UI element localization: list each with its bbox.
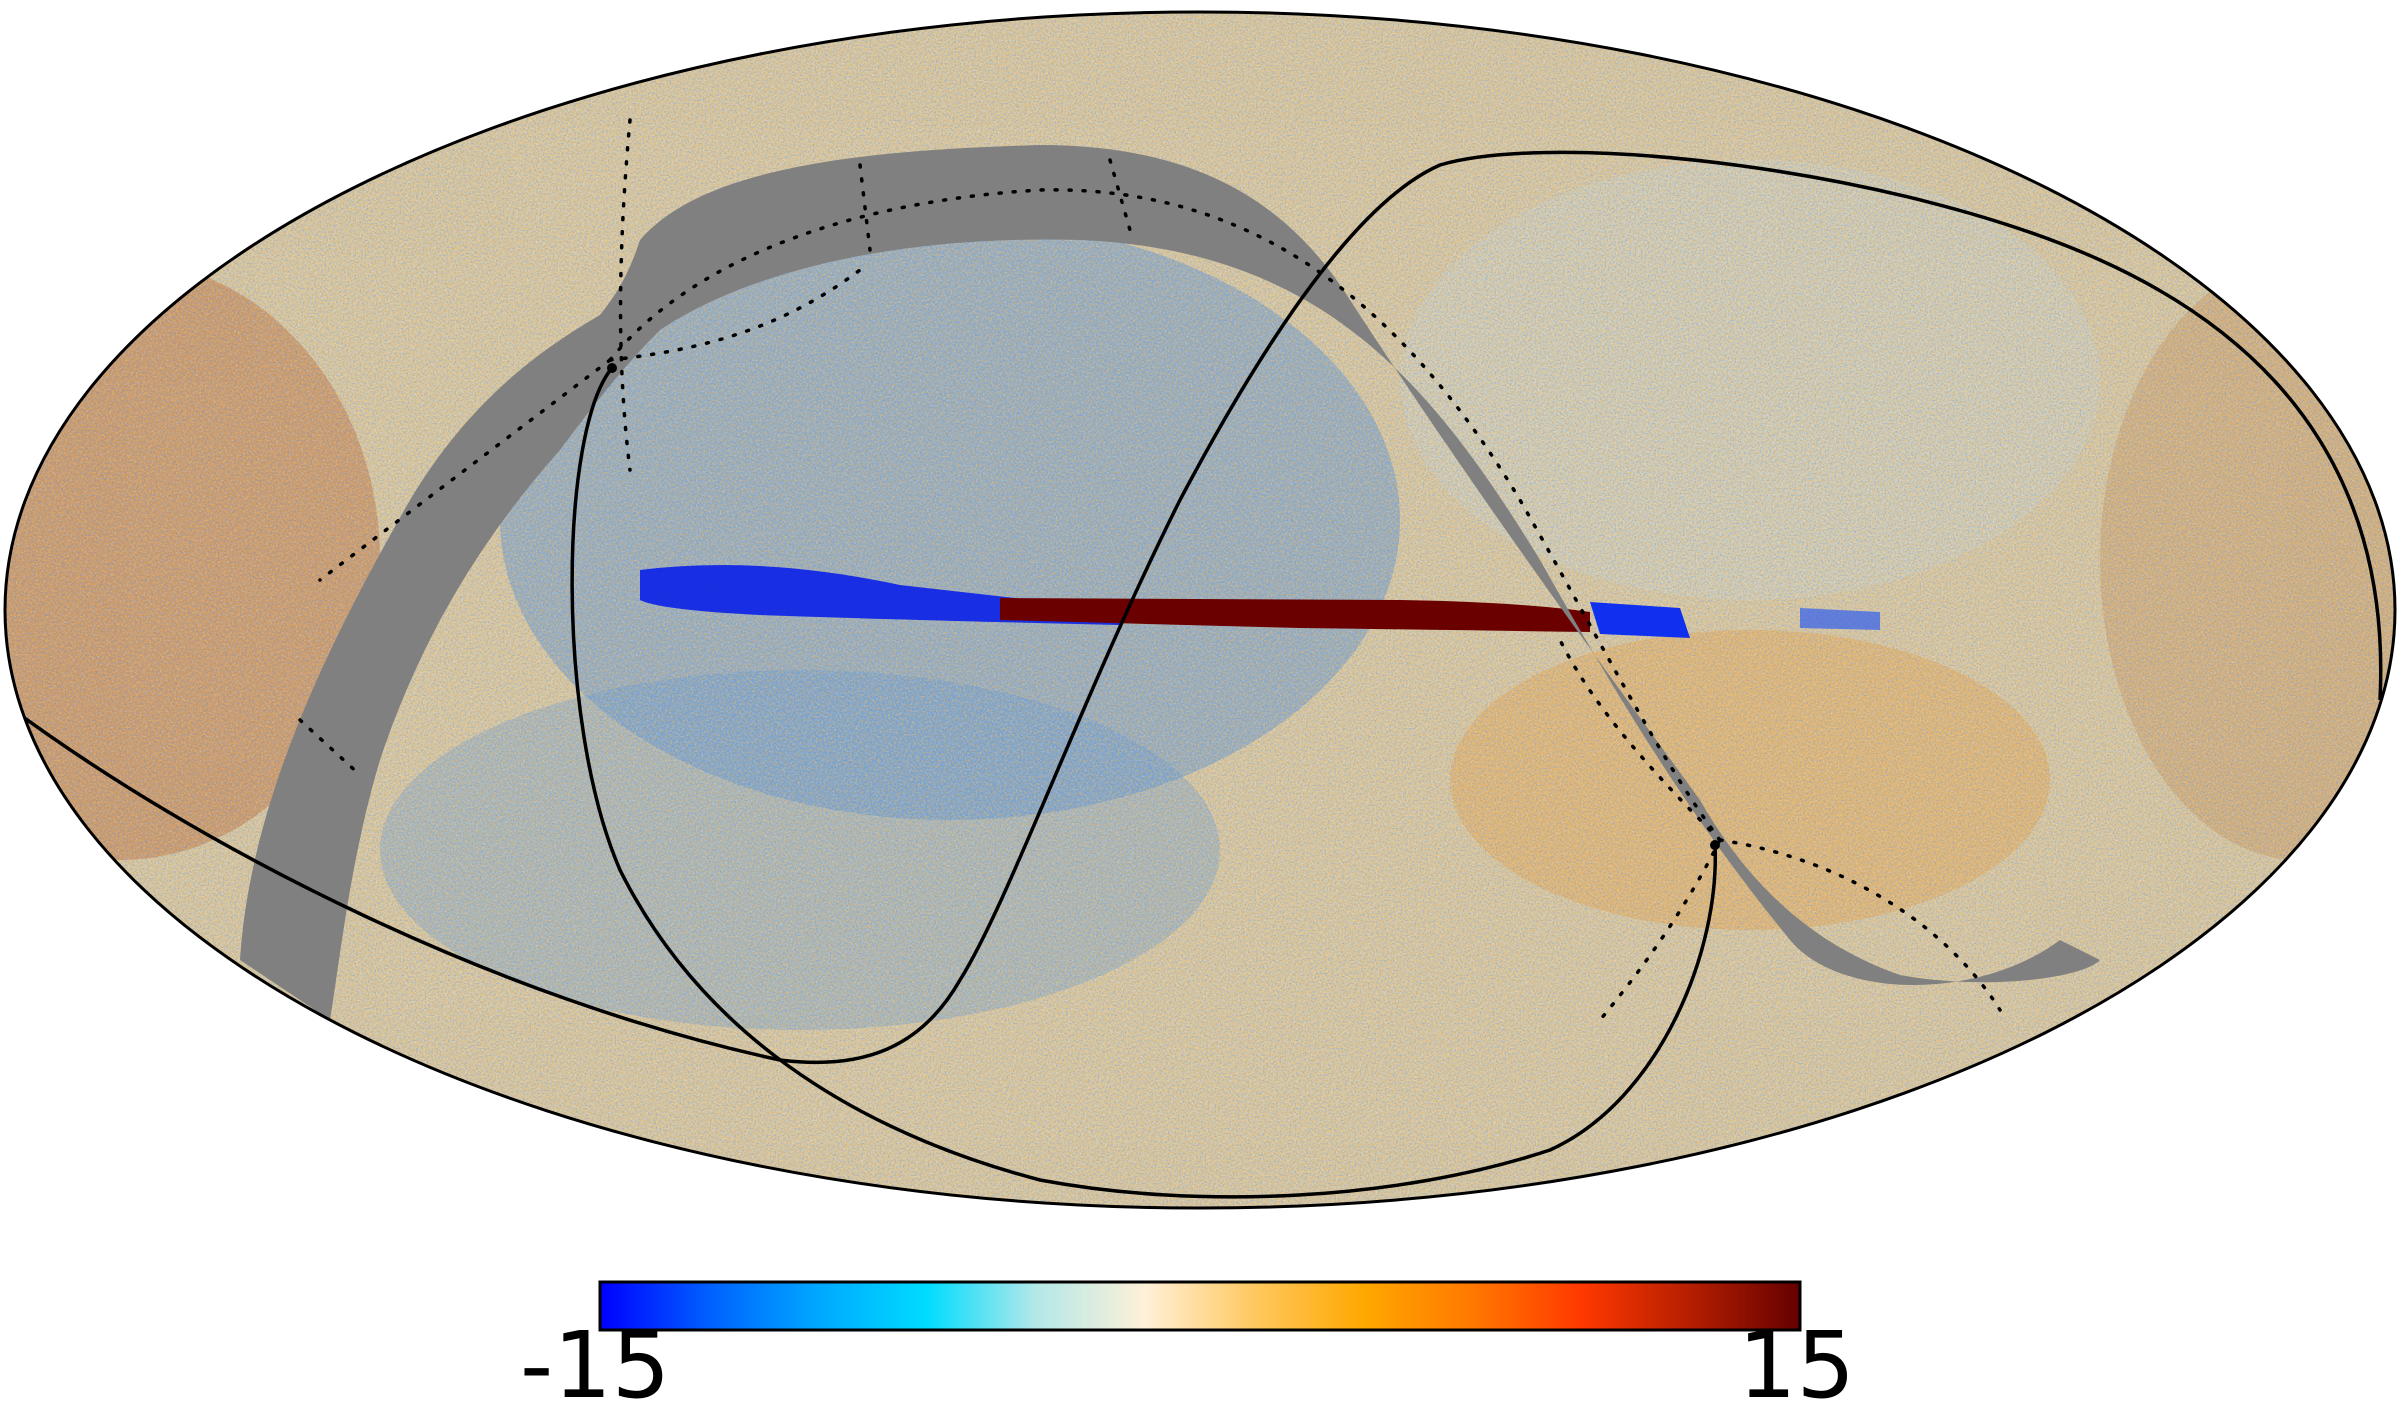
map-outline [3,10,2397,1210]
graticule-dots [298,118,2002,1022]
ecliptic-curve [5,150,2383,1199]
plane-blue-far-right [1800,608,1880,630]
pole-marker-left [607,363,617,373]
pole-marker-right [1710,840,1720,850]
colorbar-max-label: 15 [1738,1312,1856,1419]
plane-blue-right [1590,602,1690,638]
colorbar [598,1280,1802,1332]
colorbar-min-label: -15 [520,1312,671,1419]
plane-red-center [1000,598,1590,632]
